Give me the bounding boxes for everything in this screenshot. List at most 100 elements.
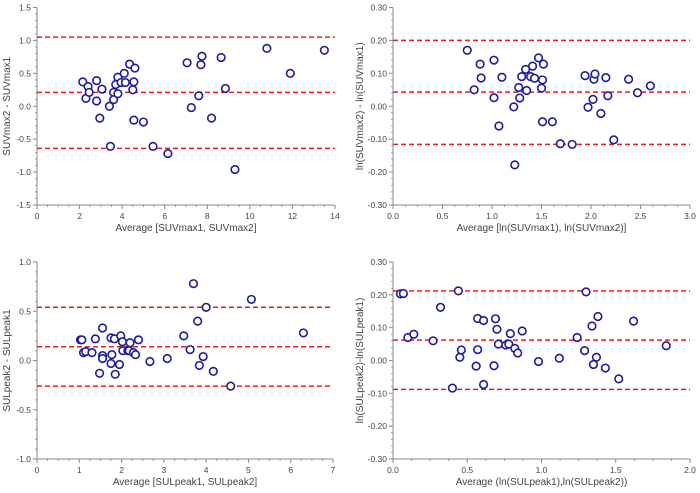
x-axis-title: Average [SULpeak1, SULpeak2] xyxy=(113,477,258,488)
data-point xyxy=(517,72,527,82)
data-point xyxy=(409,329,419,339)
data-point xyxy=(600,363,610,373)
data-point xyxy=(77,335,87,345)
y-tick-label: 1.5 xyxy=(19,3,31,13)
y-tick-label: 1.0 xyxy=(19,257,31,267)
data-point xyxy=(587,321,597,331)
data-point xyxy=(128,85,138,95)
y-tick-label: 0.0 xyxy=(19,101,31,111)
data-point xyxy=(319,45,329,55)
data-point xyxy=(97,353,108,364)
x-tick-label: 2 xyxy=(119,465,124,475)
data-point xyxy=(201,302,211,312)
data-point xyxy=(536,83,547,93)
x-tick-label: 2.0 xyxy=(684,465,696,475)
y-tick-label: -0.20 xyxy=(368,167,388,177)
data-point xyxy=(188,279,199,289)
data-point xyxy=(504,339,514,349)
data-point xyxy=(91,96,102,106)
data-point xyxy=(588,94,598,104)
y-axis-title: SULpeak2 - SULpeak1 xyxy=(2,309,13,412)
data-point xyxy=(435,302,446,312)
y-tick-label: -0.10 xyxy=(368,134,388,144)
data-point xyxy=(453,286,463,296)
data-point xyxy=(490,314,501,324)
y-axis-title: SUVmax2 - SUVmax1 xyxy=(2,56,13,155)
data-point xyxy=(194,360,204,371)
data-point xyxy=(476,73,486,83)
data-point xyxy=(130,349,141,360)
data-point xyxy=(428,336,438,346)
x-tick-label: 6 xyxy=(162,211,167,221)
data-point xyxy=(579,346,590,356)
data-point xyxy=(529,73,540,83)
data-point xyxy=(107,349,117,360)
data-point xyxy=(505,328,515,339)
y-tick-label: 0.0 xyxy=(19,356,31,366)
x-tick-label: 0.0 xyxy=(387,211,399,221)
data-point xyxy=(591,352,602,362)
x-tick-label: 6 xyxy=(288,465,293,475)
data-point xyxy=(109,95,119,105)
y-tick-label: -0.30 xyxy=(368,200,388,210)
data-point xyxy=(208,366,218,376)
y-tick-label: -1.5 xyxy=(16,200,31,210)
data-point xyxy=(119,68,129,78)
data-point xyxy=(196,60,206,70)
data-point xyxy=(447,383,458,393)
data-point xyxy=(97,323,108,333)
data-point xyxy=(533,53,544,63)
data-point xyxy=(95,113,105,123)
data-point xyxy=(515,93,525,103)
data-point xyxy=(547,117,557,127)
x-tick-label: 0.5 xyxy=(437,211,449,221)
data-point xyxy=(489,93,499,103)
data-point xyxy=(455,352,465,362)
x-tick-label: 1.0 xyxy=(486,211,498,221)
data-point xyxy=(645,81,656,91)
data-point xyxy=(478,315,489,326)
data-point xyxy=(185,345,195,355)
data-point xyxy=(614,374,624,384)
chart-panel-1: 0 2 4 6 8 10 12 14 -1.5 -1.0 -0.5 0.0 0.5 1.0 1.5 Avera… xyxy=(2,3,340,235)
data-point xyxy=(469,85,479,95)
data-point xyxy=(262,43,272,53)
data-point xyxy=(581,287,591,297)
data-point xyxy=(580,71,590,81)
data-point xyxy=(216,52,226,63)
data-point xyxy=(537,117,548,127)
data-point xyxy=(138,117,149,127)
x-tick-label: 3.0 xyxy=(684,211,696,221)
data-point xyxy=(129,77,139,87)
data-point xyxy=(609,135,619,145)
x-tick-label: 2.5 xyxy=(635,211,647,221)
data-point xyxy=(527,61,538,71)
data-point xyxy=(624,74,634,84)
data-point xyxy=(513,348,523,358)
data-point xyxy=(567,139,577,150)
data-point xyxy=(113,89,123,99)
y-tick-label: 0.10 xyxy=(370,68,387,78)
data-point xyxy=(125,338,135,348)
y-tick-label: -0.30 xyxy=(368,454,388,464)
data-point xyxy=(87,348,97,358)
data-point xyxy=(510,160,520,170)
x-tick-label: 0.0 xyxy=(387,465,399,475)
y-tick-label: -0.5 xyxy=(16,134,31,144)
data-point xyxy=(163,149,173,159)
data-point xyxy=(145,356,155,367)
data-point xyxy=(246,294,256,305)
y-tick-label: 0.00 xyxy=(370,356,387,366)
data-point xyxy=(206,113,217,123)
chart-panel-4: 0.0 0.5 1.0 1.5 2.0 -0.30 -0.20 -0.10 0.00 0.10 0.… xyxy=(355,257,696,488)
data-point xyxy=(94,368,105,378)
chart-panel-3: 0 1 2 3 4 5 6 7 -1.0 -0.5 0.0 0.5 1.0 Average [SULpea… xyxy=(2,257,336,488)
data-point xyxy=(661,341,671,351)
data-point xyxy=(114,359,125,370)
data-point xyxy=(590,69,600,79)
data-point xyxy=(596,108,606,119)
data-point xyxy=(493,339,504,349)
x-tick-label: 10 xyxy=(245,211,255,221)
data-point xyxy=(197,51,207,61)
data-point xyxy=(84,87,94,98)
